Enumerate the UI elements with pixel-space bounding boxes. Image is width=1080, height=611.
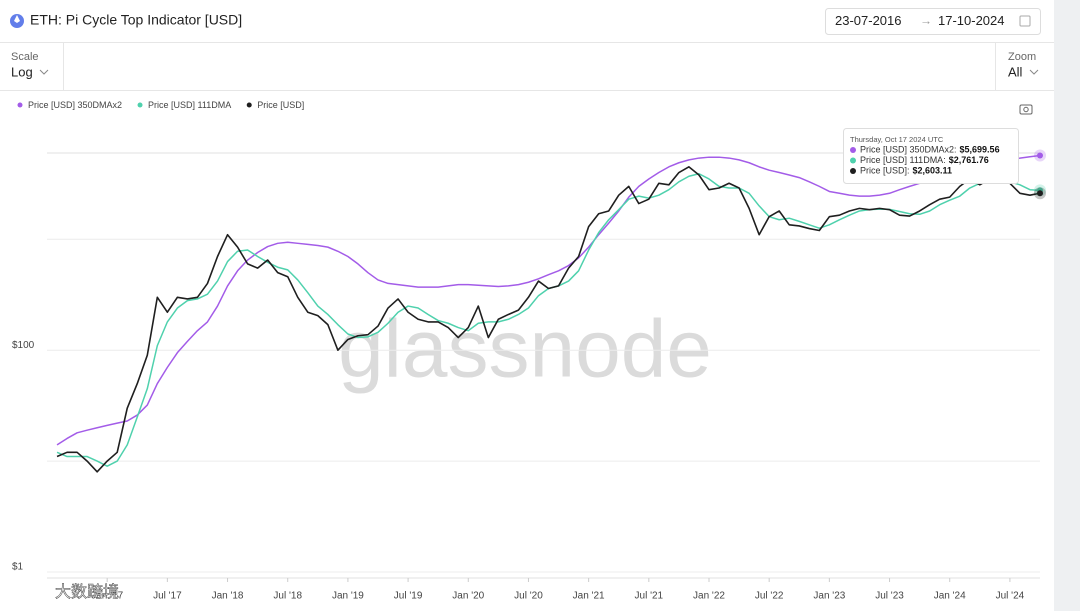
- scale-select[interactable]: Log: [11, 64, 33, 79]
- x-tick-label: Jan '23: [813, 591, 845, 602]
- x-tick-label: Jul '23: [875, 591, 904, 602]
- tooltip-value: $2,761.76: [949, 155, 989, 165]
- eth-icon-glyph: [14, 15, 20, 23]
- scale-chevron[interactable]: [39, 69, 49, 75]
- date-separator: →: [920, 14, 932, 28]
- overlay-watermark: 大数跨境: [55, 582, 119, 601]
- page-title: ETH: Pi Cycle Top Indicator [USD]: [30, 12, 242, 28]
- screenshot-button-lens: [1023, 106, 1029, 113]
- x-tick-label: Jul '20: [514, 591, 543, 602]
- x-tick-label: Jan '20: [452, 591, 484, 602]
- zoom-label: Zoom: [1008, 51, 1036, 63]
- tooltip-marker: [850, 168, 856, 174]
- plot: $1 $100 Jan '17 Jul '17 Jan '18 Jul '18 Jan '1…: [12, 100, 1046, 602]
- zoom-select[interactable]: All: [1008, 64, 1023, 79]
- zoom-chevron[interactable]: [1029, 69, 1039, 75]
- y-tick-label: $100: [12, 340, 35, 351]
- x-tick-label: Jul '24: [996, 591, 1025, 602]
- date-to[interactable]: 17-10-2024: [938, 13, 1005, 28]
- x-tick-label: Jul '17: [153, 591, 182, 602]
- series-line: [56, 154, 1041, 446]
- calendar-icon[interactable]: [1019, 15, 1031, 27]
- x-tick-label: Jul '18: [273, 591, 302, 602]
- tooltip-marker: [850, 157, 856, 164]
- x-tick-label: Jan '18: [212, 591, 244, 602]
- tooltip-value: $2,603.11: [913, 165, 953, 175]
- y-tick-label: $1: [12, 562, 24, 573]
- screenshot-button[interactable]: [1019, 104, 1033, 115]
- x-tick-label: Jul '21: [635, 591, 664, 602]
- tooltip-name: Price [USD] 350DMAx2:: [860, 144, 957, 154]
- x-tick-label: Jul '22: [755, 591, 784, 602]
- tooltip-name: Price [USD]:: [860, 165, 910, 175]
- tooltip-title: Thursday, Oct 17 2024 UTC: [850, 135, 944, 144]
- hover-point: [1037, 190, 1043, 197]
- legend-marker: [137, 102, 143, 108]
- tooltip: [843, 128, 1019, 184]
- tooltip-name: Price [USD] 111DMA:: [860, 155, 946, 165]
- x-tick-label: Jan '24: [934, 591, 966, 602]
- x-tick-label: Jan '17: [91, 591, 123, 602]
- x-tick-label: Jan '21: [573, 591, 605, 602]
- tooltip-value: $5,699.56: [960, 144, 1000, 154]
- legend-label: Price [USD] 350DMAx2: [28, 100, 122, 110]
- x-tick-label: Jan '22: [693, 591, 725, 602]
- date-range-picker[interactable]: [825, 8, 1041, 35]
- legend-marker: [246, 102, 252, 108]
- legend-label: Price [USD]: [257, 100, 304, 110]
- x-tick-label: Jul '19: [394, 591, 423, 602]
- series-line: [56, 166, 1041, 473]
- watermark: glassnode: [338, 304, 712, 395]
- x-tick-label: Jan '19: [332, 591, 364, 602]
- hover-point: [1037, 152, 1043, 159]
- date-from[interactable]: 23-07-2016: [835, 13, 902, 28]
- tooltip-marker: [850, 147, 856, 153]
- scale-label: Scale: [11, 51, 39, 63]
- legend-label: Price [USD] 111DMA: [148, 100, 231, 110]
- scrollbar-track: [1054, 0, 1080, 611]
- legend-marker: [17, 102, 23, 108]
